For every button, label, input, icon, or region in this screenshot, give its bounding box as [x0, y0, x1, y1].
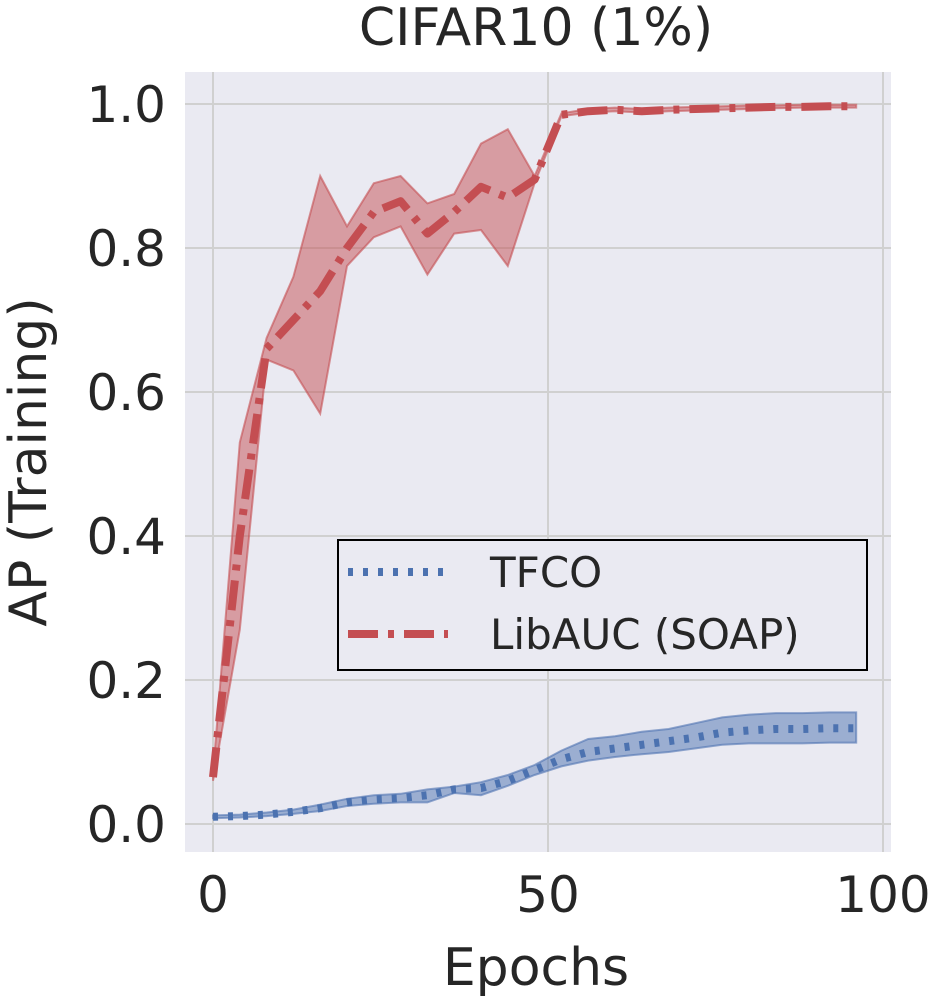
series-2-point — [320, 291, 321, 292]
series-1-point — [347, 802, 348, 803]
series-2-point — [668, 109, 669, 110]
series-2-point — [373, 212, 374, 213]
series-1-point — [829, 728, 830, 729]
series-2-point — [239, 536, 240, 537]
series-2-point — [213, 777, 214, 778]
series-2-point — [615, 109, 616, 110]
y-tick-label: 0.2 — [86, 652, 166, 710]
series-1-point — [400, 798, 401, 799]
series-2-point — [749, 107, 750, 108]
confidence-bands — [212, 103, 858, 820]
series-2-point — [802, 106, 803, 107]
series-2-point — [561, 114, 562, 115]
series-1-point — [856, 728, 857, 729]
series-1-band — [212, 711, 858, 820]
legend: TFCO LibAUC (SOAP) — [337, 539, 868, 671]
series-1-point — [775, 728, 776, 729]
series-2-point — [293, 320, 294, 321]
series-1-point — [561, 759, 562, 760]
series-1-point — [695, 737, 696, 738]
legend-label-libauc: LibAUC (SOAP) — [490, 610, 800, 659]
series-2-point — [775, 106, 776, 107]
series-1-point — [320, 808, 321, 809]
series-1-point — [213, 816, 214, 817]
series-1-line — [212, 724, 857, 821]
x-tick-label: 50 — [516, 866, 580, 924]
y-tick-label: 0.8 — [86, 220, 166, 278]
x-tick-label: 100 — [835, 866, 930, 924]
y-tick-label: 0.0 — [86, 796, 166, 854]
series-1-point — [427, 795, 428, 796]
series-2-point — [347, 248, 348, 249]
y-axis-label: AP (Training) — [0, 297, 59, 626]
series-2-point — [266, 348, 267, 349]
series-1-point — [722, 732, 723, 733]
series-1-point — [454, 789, 455, 790]
series-1-point — [239, 816, 240, 817]
series-1-point — [668, 741, 669, 742]
series-1-point — [481, 788, 482, 789]
x-axis-label: Epochs — [443, 938, 629, 998]
legend-label-tfco: TFCO — [489, 548, 602, 597]
series-1-point — [588, 752, 589, 753]
series-1-point — [802, 728, 803, 729]
series-2-point — [534, 179, 535, 180]
x-tick-labels: 0 50 100 — [197, 866, 931, 924]
y-tick-labels: 0.0 0.2 0.4 0.6 0.8 1.0 — [86, 76, 166, 854]
chart-title: CIFAR10 (1%) — [359, 0, 713, 58]
series-2-point — [481, 186, 482, 187]
y-tick-label: 0.6 — [86, 364, 166, 422]
series-1-point — [507, 780, 508, 781]
series-1-point — [266, 814, 267, 815]
series-2-point — [507, 197, 508, 198]
series-1-point — [534, 770, 535, 771]
y-tick-label: 0.4 — [86, 508, 166, 566]
x-tick-label: 0 — [197, 866, 229, 924]
grid — [185, 72, 891, 852]
series-1-point — [749, 730, 750, 731]
series-2-point — [641, 111, 642, 112]
series-1-point — [373, 799, 374, 800]
series-2-band — [212, 103, 858, 781]
series-2-point — [588, 111, 589, 112]
series-2-point — [722, 108, 723, 109]
series-2-point — [829, 106, 830, 107]
legend-box — [337, 539, 868, 671]
series-2-point — [695, 109, 696, 110]
series-1-point — [293, 811, 294, 812]
series-2-point — [454, 212, 455, 213]
series-1-point — [641, 744, 642, 745]
series-2-point — [427, 233, 428, 234]
series-lines — [209, 102, 857, 821]
series-1-point — [615, 748, 616, 749]
series-2-line — [209, 102, 857, 778]
series-2-point — [856, 106, 857, 107]
y-tick-label: 1.0 — [86, 76, 166, 134]
series-2-point — [400, 201, 401, 202]
